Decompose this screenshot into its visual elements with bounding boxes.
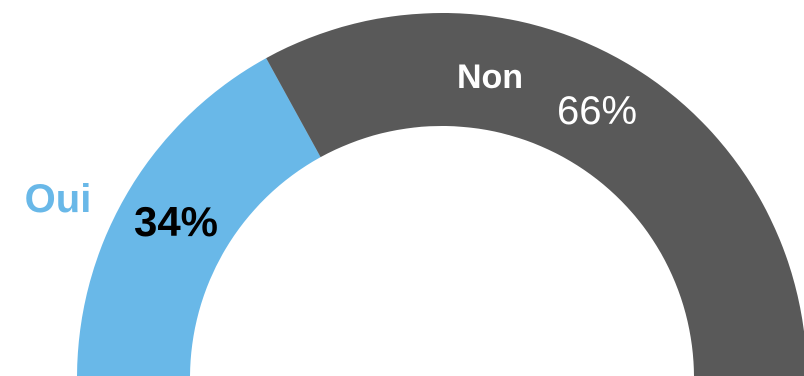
chart-slices — [77, 13, 804, 376]
slice-value-oui: 34% — [134, 198, 218, 245]
slice-label-non: Non — [457, 58, 523, 96]
slice-value-non: 66% — [557, 89, 637, 133]
slice-label-oui: Oui — [25, 177, 92, 221]
slice-non — [266, 13, 804, 376]
slice-oui — [77, 58, 321, 376]
